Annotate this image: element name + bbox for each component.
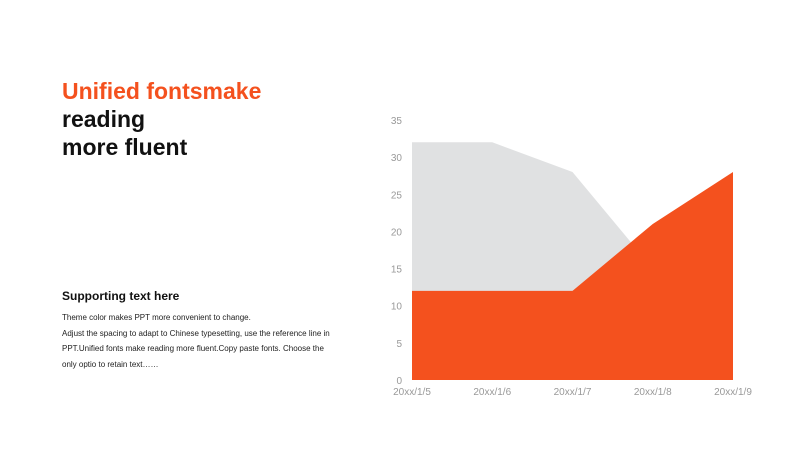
y-tick-label: 25: [391, 190, 403, 201]
supporting-heading: Supporting text here: [62, 289, 180, 303]
title-line-accent: Unified fontsmake: [62, 78, 262, 104]
y-tick-label: 20: [391, 227, 403, 238]
supporting-body: Theme color makes PPT more convenient to…: [62, 310, 352, 372]
y-tick-label: 0: [396, 376, 402, 387]
title-block: Unified fontsmake reading more fluent: [62, 77, 362, 161]
y-tick-label: 10: [391, 302, 403, 313]
x-tick-label: 20xx/1/7: [554, 387, 592, 398]
y-tick-label: 15: [391, 265, 403, 276]
supporting-text-block: Supporting text here Theme color makes P…: [62, 289, 352, 372]
supporting-line: Theme color makes PPT more convenient to…: [62, 313, 251, 322]
x-tick-label: 20xx/1/6: [473, 387, 511, 398]
area-series-2: [412, 172, 733, 380]
title-line-2: reading: [62, 106, 146, 132]
x-tick-label: 20xx/1/9: [714, 387, 752, 398]
area-chart: 0 5 10 15 20 25 30 35 20xx/1/5 20xx/1/6 20xx/1/7 20…: [391, 116, 752, 398]
x-tick-label: 20xx/1/8: [634, 387, 672, 398]
y-tick-label: 5: [396, 339, 402, 350]
supporting-line: PPT.Unified fonts make reading more flue…: [62, 344, 324, 353]
supporting-line: only optio to retain text……: [62, 359, 159, 369]
y-tick-label: 30: [391, 153, 403, 164]
x-tick-label: 20xx/1/5: [393, 387, 431, 398]
title-line-3: more fluent: [62, 134, 188, 160]
y-tick-label: 35: [391, 116, 403, 127]
supporting-line: Adjust the spacing to adapt to Chinese t…: [62, 328, 330, 338]
